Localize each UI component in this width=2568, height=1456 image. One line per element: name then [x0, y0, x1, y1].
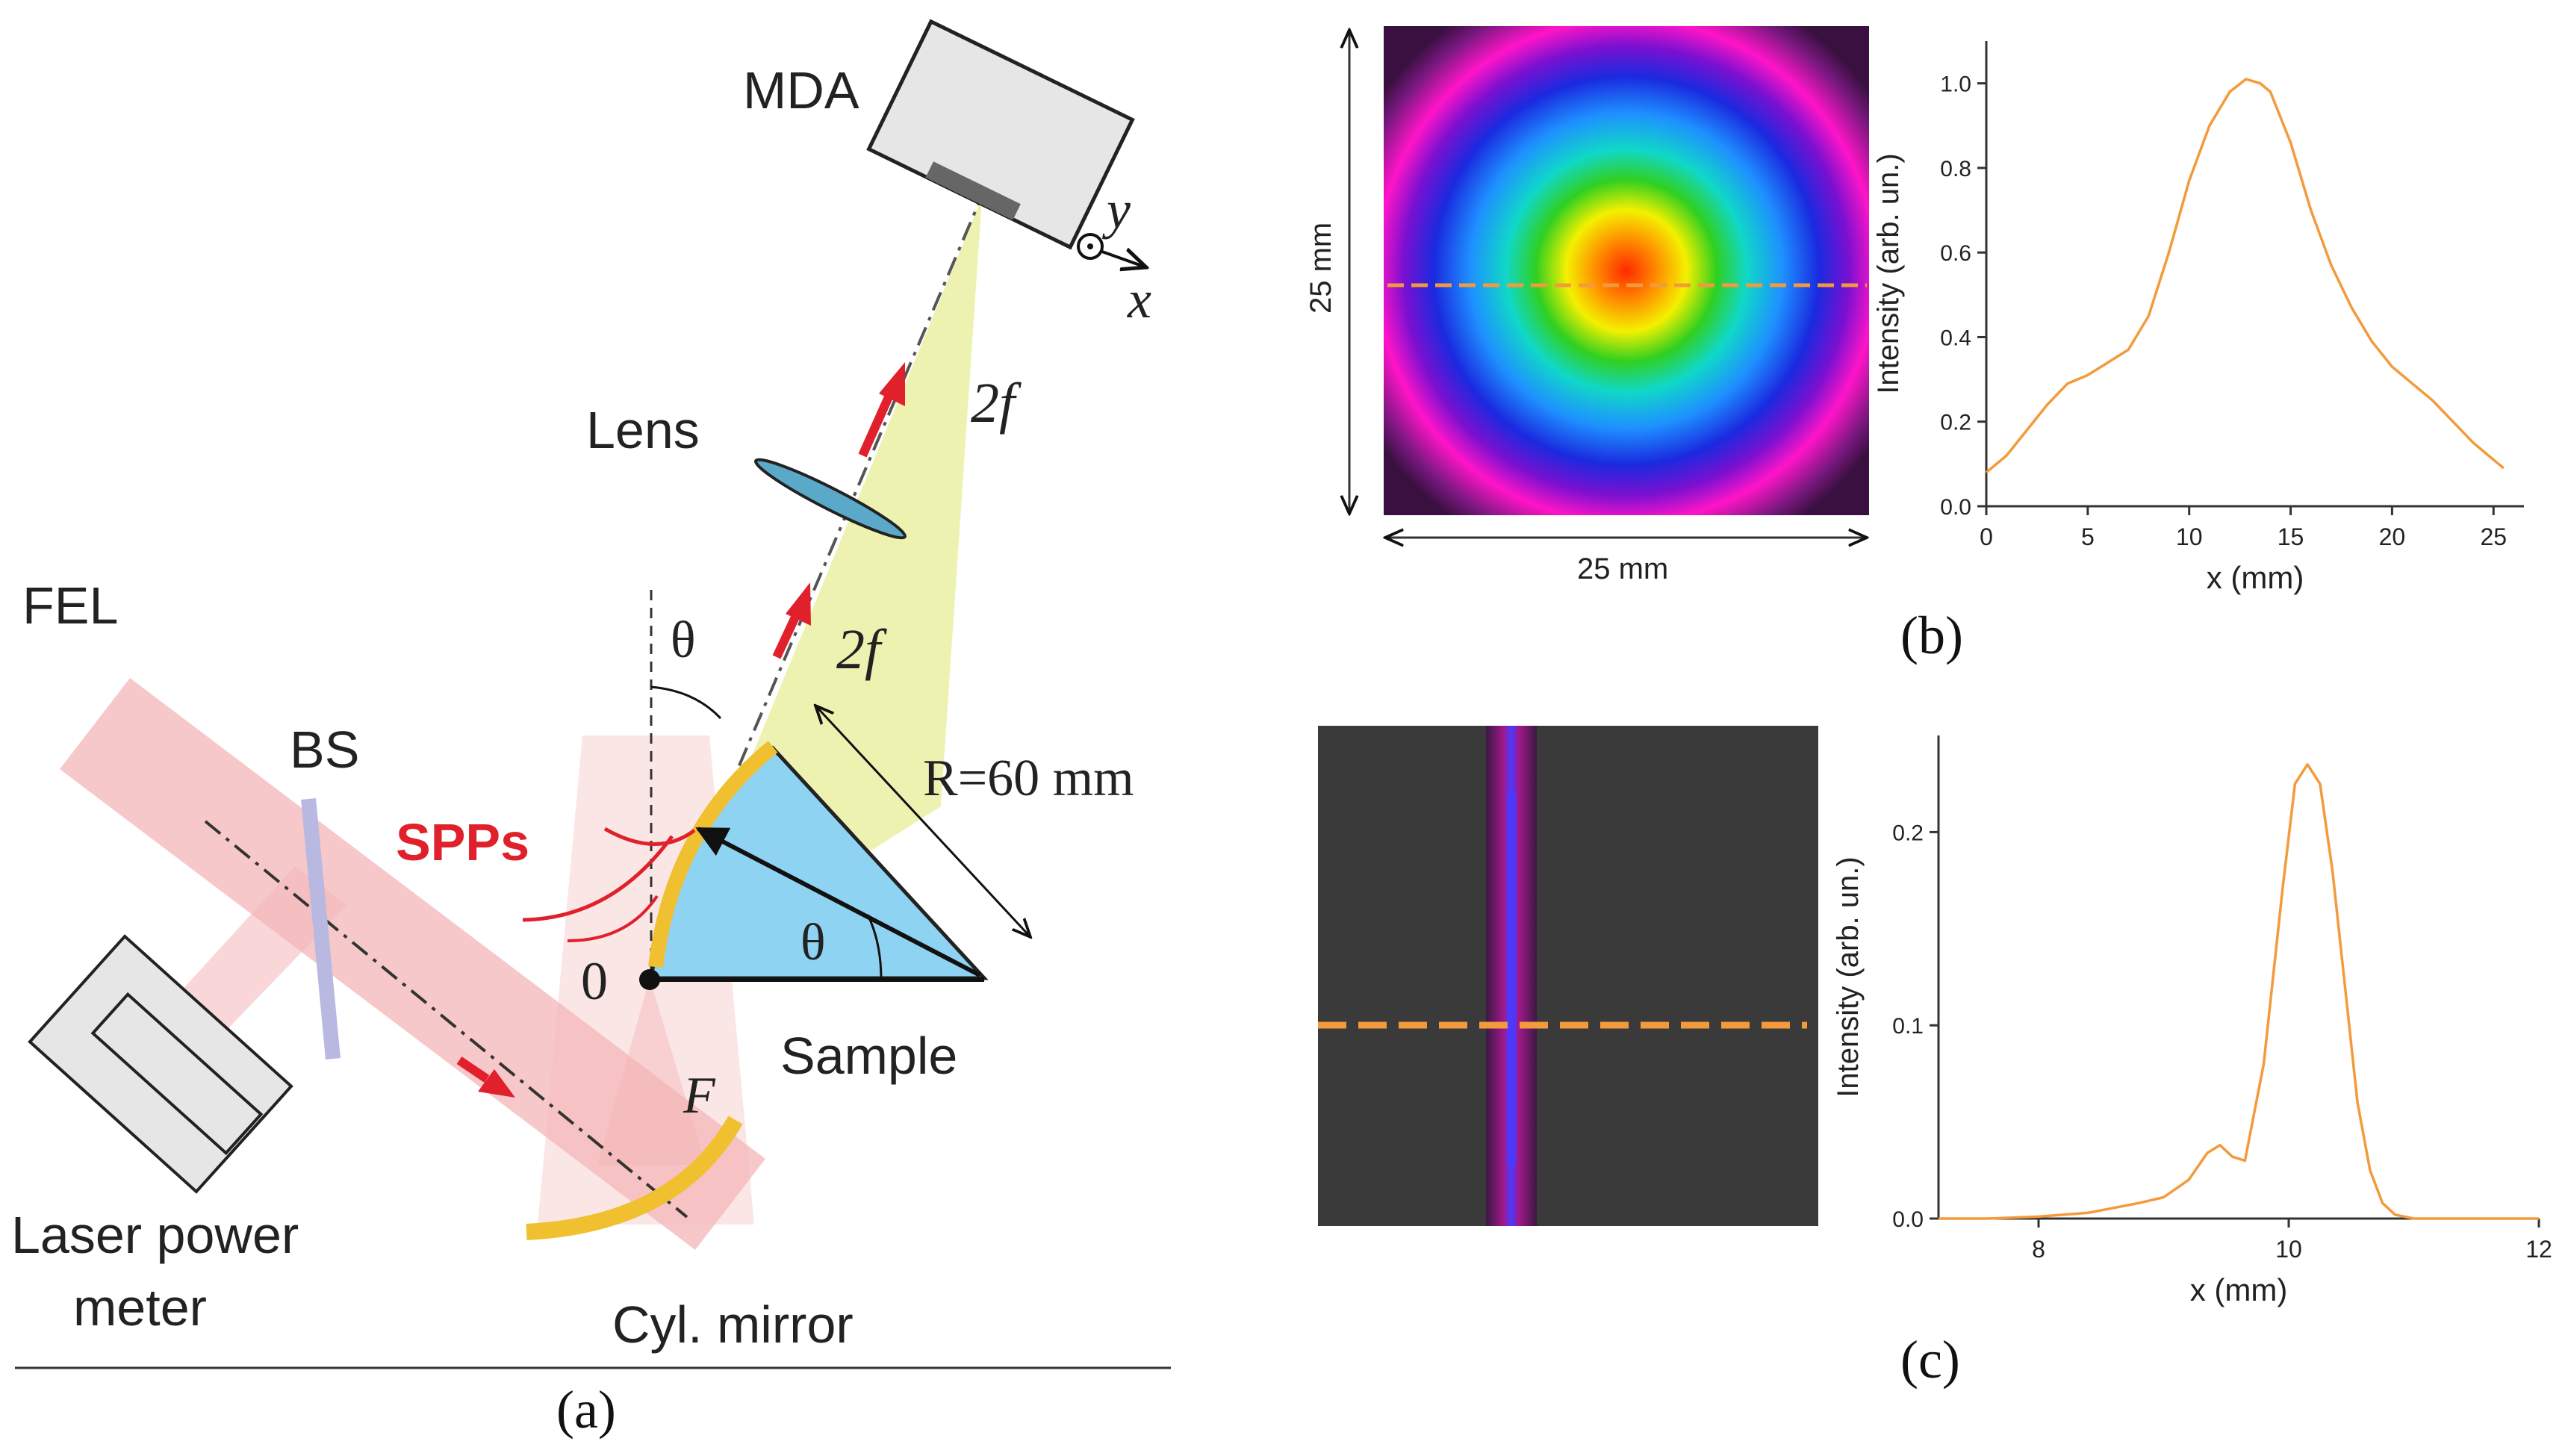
- beam-splitter: [301, 798, 341, 1060]
- panel-label-a: (a): [556, 1380, 616, 1440]
- focus-cone-bottom: [597, 978, 706, 1165]
- intensity-chart-b: 0 5 10 15 20 25 0.0 0.2 0.4 0.6 0.8 1.0 x (mm) Intens…: [1872, 41, 2524, 595]
- theta-arc-bottom: [866, 914, 883, 980]
- label-fel: FEL: [22, 576, 118, 635]
- split-beam: [179, 866, 347, 1029]
- spp-curve-lower: [522, 835, 674, 922]
- cylindrical-mirror: [526, 1116, 743, 1240]
- intensity-chart-c: 8 10 12 0.0 0.1 0.2 x (mm) Intensity (arb. un.): [1832, 735, 2552, 1307]
- lens: [754, 458, 907, 540]
- label-2f-lower: 2f: [836, 618, 887, 681]
- y-tick-label: 0.2: [1940, 411, 1971, 435]
- panel-label-b: (b): [1900, 606, 1963, 665]
- x-tick-label: 0: [1980, 523, 1993, 550]
- beam-core-c: [1507, 791, 1516, 1165]
- height-label-b: 25 mm: [1305, 223, 1337, 314]
- label-theta-bottom: θ: [800, 914, 826, 971]
- label-spps: SPPs: [396, 813, 529, 871]
- laser-power-meter: [28, 934, 293, 1194]
- label-2f-upper: 2f: [971, 372, 1022, 435]
- label-laser-power-line2: meter: [73, 1278, 207, 1337]
- label-cyl-mirror: Cyl. mirror: [612, 1295, 854, 1354]
- x-tick-label: 25: [2480, 523, 2507, 550]
- label-origin: 0: [581, 951, 608, 1011]
- y-tick-label: 0.6: [1940, 241, 1971, 266]
- panel-label-c: (c): [1900, 1330, 1960, 1390]
- y-tick-label: 0.8: [1940, 157, 1971, 181]
- panel-c-image: [1318, 726, 1818, 1226]
- mda-axes: [1077, 233, 1146, 267]
- beam-image-c: [1318, 726, 1818, 1226]
- label-focus: F: [683, 1067, 716, 1124]
- beam-image-b: [1384, 26, 1869, 515]
- spp-curve-upper: [603, 827, 696, 846]
- y-tick-label: 1.0: [1940, 72, 1971, 97]
- intensity-profile-line: [1985, 78, 2505, 474]
- label-mda: MDA: [743, 61, 859, 119]
- x-tick-label: 10: [2275, 1236, 2302, 1263]
- spp-curve-tail: [567, 895, 659, 942]
- x-tick-label: 8: [2032, 1236, 2045, 1263]
- setup-diagram: FEL BS SPPs Laser power meter Cyl. mirro…: [11, 19, 1171, 1440]
- y-tick-label: 0.2: [1892, 821, 1924, 845]
- y-tick-label: 0.0: [1892, 1207, 1924, 1232]
- red-arrows: [456, 362, 905, 1098]
- label-radius: R=60 mm: [923, 750, 1134, 807]
- x-axis-label: x (mm): [2190, 1272, 2288, 1307]
- y-axis-label: Intensity (arb. un.): [1832, 856, 1865, 1097]
- y-tick-label: 0.1: [1892, 1014, 1924, 1039]
- label-lens: Lens: [586, 401, 700, 459]
- x-tick-label: 12: [2525, 1236, 2552, 1263]
- label-theta-top: θ: [671, 612, 696, 669]
- label-bs: BS: [290, 721, 359, 779]
- origin-point: [639, 969, 660, 990]
- optical-axis: [663, 190, 986, 942]
- panel-b-image: 25 mm 25 mm: [1305, 26, 1869, 585]
- y-tick-label: 0.0: [1940, 495, 1971, 520]
- radius-dimension: [815, 706, 1030, 937]
- intensity-profile-line: [1939, 763, 2539, 1220]
- y-axis-label: Intensity (arb. un.): [1872, 153, 1905, 393]
- label-sample: Sample: [780, 1027, 957, 1085]
- fel-axis: [204, 820, 688, 1219]
- x-tick-label: 5: [2081, 523, 2095, 550]
- y-tick-label: 0.4: [1940, 326, 1971, 350]
- label-axis-x: x: [1127, 270, 1151, 329]
- x-tick-label: 15: [2278, 523, 2304, 550]
- mda-detector: [866, 19, 1135, 250]
- width-label-b: 25 mm: [1577, 553, 1668, 585]
- x-tick-label: 20: [2379, 523, 2406, 550]
- fel-beam: [60, 678, 765, 1250]
- theta-arc-top: [650, 685, 722, 720]
- x-tick-label: 10: [2176, 523, 2203, 550]
- label-axis-y: y: [1101, 180, 1131, 240]
- sample-gold-coating: [648, 741, 778, 968]
- label-laser-power-line1: Laser power: [11, 1206, 299, 1264]
- x-axis-label: x (mm): [2207, 560, 2304, 595]
